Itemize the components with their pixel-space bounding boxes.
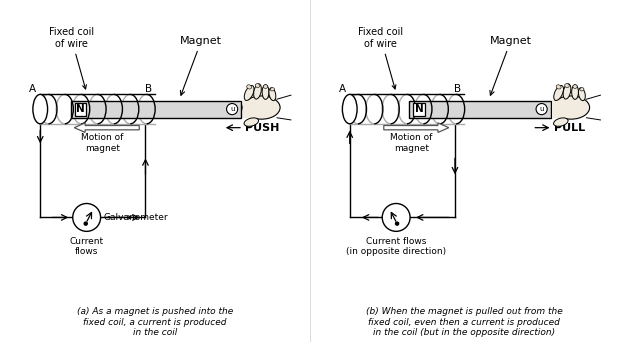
Ellipse shape	[553, 118, 568, 126]
Text: Motion of
magnet: Motion of magnet	[391, 133, 433, 153]
Text: u: u	[539, 106, 544, 112]
FancyBboxPatch shape	[71, 101, 241, 118]
Ellipse shape	[271, 88, 274, 91]
Circle shape	[227, 104, 238, 115]
Ellipse shape	[554, 86, 563, 101]
Ellipse shape	[245, 86, 254, 101]
Text: A: A	[339, 84, 345, 94]
Ellipse shape	[244, 118, 259, 126]
Text: B: B	[145, 84, 152, 94]
FancyArrow shape	[74, 123, 139, 132]
Text: Magnet: Magnet	[180, 36, 222, 95]
FancyBboxPatch shape	[409, 101, 551, 118]
Ellipse shape	[552, 96, 589, 119]
Ellipse shape	[254, 84, 261, 99]
Ellipse shape	[578, 88, 586, 101]
Text: Current
flows: Current flows	[69, 237, 104, 256]
Text: (a) As a magnet is pushed into the
fixed coil, a current is produced
in the coil: (a) As a magnet is pushed into the fixed…	[77, 307, 233, 337]
Ellipse shape	[255, 84, 260, 88]
FancyArrow shape	[384, 123, 449, 132]
Text: (b) When the magnet is pulled out from the
fixed coil, even then a current is pr: (b) When the magnet is pulled out from t…	[366, 307, 563, 337]
FancyBboxPatch shape	[243, 101, 259, 118]
Text: Motion of
magnet: Motion of magnet	[81, 133, 123, 153]
Circle shape	[84, 222, 87, 225]
Text: PUSH: PUSH	[245, 123, 279, 133]
Ellipse shape	[263, 85, 268, 88]
Ellipse shape	[572, 85, 579, 99]
Text: N: N	[76, 104, 85, 114]
Ellipse shape	[342, 94, 357, 124]
Ellipse shape	[33, 94, 48, 124]
Text: Galvanometer: Galvanometer	[103, 213, 168, 222]
Text: PULL: PULL	[554, 123, 585, 133]
FancyBboxPatch shape	[553, 101, 568, 118]
Text: Fixed coil
of wire: Fixed coil of wire	[49, 27, 93, 89]
Text: B: B	[454, 84, 462, 94]
Text: N: N	[415, 104, 424, 114]
Ellipse shape	[580, 88, 584, 91]
Ellipse shape	[556, 85, 561, 89]
Ellipse shape	[247, 85, 251, 89]
Text: u: u	[230, 106, 235, 112]
Text: Fixed coil
of wire: Fixed coil of wire	[358, 27, 403, 89]
Circle shape	[396, 222, 399, 225]
Ellipse shape	[269, 88, 276, 101]
Ellipse shape	[565, 84, 569, 88]
Ellipse shape	[243, 96, 280, 119]
Circle shape	[73, 203, 100, 231]
Text: A: A	[29, 84, 36, 94]
Circle shape	[536, 104, 547, 115]
Ellipse shape	[563, 84, 571, 99]
Text: Magnet: Magnet	[490, 36, 532, 95]
Text: Current flows
(in opposite direction): Current flows (in opposite direction)	[346, 237, 446, 256]
Ellipse shape	[573, 85, 578, 88]
Ellipse shape	[262, 85, 269, 99]
Circle shape	[382, 203, 410, 231]
